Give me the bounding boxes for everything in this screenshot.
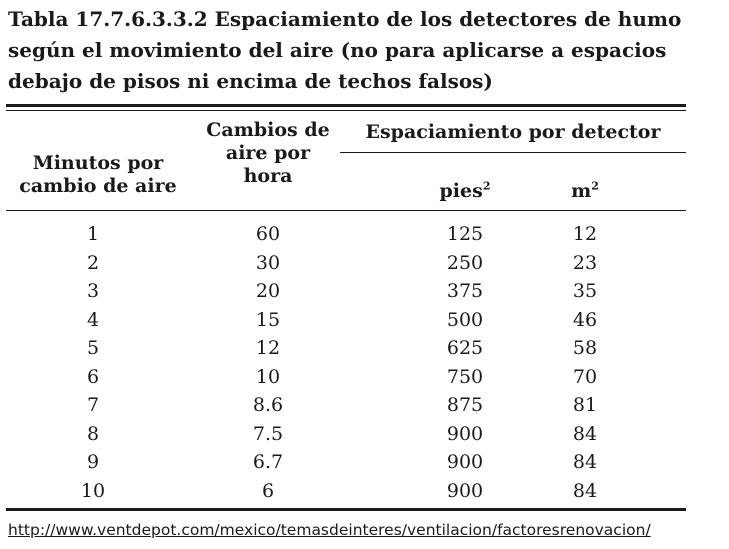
cell-minutes: 3: [86, 280, 100, 302]
cell-air-changes: 6.7: [252, 451, 284, 473]
table-row: 7 8.6 875 81: [0, 391, 729, 420]
cell-air-changes: 10: [255, 365, 281, 388]
cell-air-changes: 30: [255, 251, 281, 274]
cell-spacing-ft2: 250: [446, 251, 484, 274]
cell-air-changes: 15: [255, 308, 281, 331]
table-bottom-rule: [6, 508, 686, 511]
table-row: 6 10 750 70: [0, 363, 729, 392]
table-row: 9 6.7 900 84: [0, 448, 729, 477]
header-meter-exponent: 2: [591, 179, 599, 193]
source-link[interactable]: http://www.ventdepot.com/mexico/temasdei…: [8, 521, 651, 539]
cell-minutes: 6: [86, 365, 100, 388]
cell-minutes: 8: [86, 422, 100, 445]
cell-air-changes: 12: [255, 337, 281, 359]
cell-spacing-ft2: 900: [446, 422, 484, 445]
table-row: 3 20 375 35: [0, 277, 729, 306]
cell-minutes: 7: [86, 394, 100, 416]
cell-air-changes: 7.5: [252, 422, 284, 445]
table-body: 1 60 125 12 2 30 250 23 3 20 375 35 4 15…: [0, 220, 729, 505]
table-row: 5 12 625 58: [0, 334, 729, 363]
table-row: 10 6 900 84: [0, 477, 729, 506]
cell-spacing-ft2: 625: [446, 337, 484, 359]
cell-minutes: 2: [86, 251, 100, 274]
cell-spacing-ft2: 900: [446, 479, 484, 502]
cell-minutes: 4: [86, 308, 100, 331]
cell-spacing-m2: 84: [572, 422, 598, 445]
cell-minutes: 5: [86, 337, 100, 359]
header-changes-line3: hora: [243, 165, 293, 187]
cell-spacing-m2: 23: [572, 251, 598, 274]
table-row: 8 7.5 900 84: [0, 420, 729, 449]
header-bottom-rule: [6, 210, 686, 211]
table-row: 4 15 500 46: [0, 306, 729, 335]
table-top-rule-thin: [6, 110, 686, 111]
header-changes-line1: Cambios de: [206, 119, 330, 141]
cell-spacing-m2: 12: [572, 223, 598, 245]
table-top-rule: [6, 104, 686, 107]
table-title: Tabla 17.7.6.3.3.2 Espaciamiento de los …: [8, 7, 682, 93]
cell-spacing-m2: 46: [572, 308, 598, 331]
table-row: 2 30 250 23: [0, 249, 729, 278]
cell-spacing-m2: 58: [572, 337, 598, 359]
cell-spacing-m2: 84: [572, 479, 598, 502]
header-square-meters: m2: [520, 180, 650, 203]
cell-spacing-m2: 81: [572, 394, 598, 416]
cell-minutes: 9: [86, 451, 100, 473]
header-feet-unit: pies: [439, 180, 483, 202]
header-square-feet: pies2: [390, 180, 540, 203]
cell-minutes: 10: [80, 479, 106, 502]
header-changes-line2: aire por: [225, 142, 311, 164]
cell-spacing-ft2: 750: [446, 365, 484, 388]
header-feet-exponent: 2: [482, 179, 491, 193]
cell-spacing-m2: 35: [572, 280, 598, 302]
cell-minutes: 1: [86, 223, 100, 245]
cell-spacing-ft2: 900: [446, 451, 484, 473]
header-spacing-rule: [340, 152, 686, 153]
header-minutes-line1: Minutos por: [32, 152, 164, 174]
cell-air-changes: 8.6: [252, 394, 284, 416]
cell-spacing-ft2: 500: [446, 308, 484, 331]
cell-air-changes: 6: [261, 479, 275, 502]
cell-air-changes: 60: [255, 223, 281, 245]
header-minutes-per-change: Minutos por cambio de aire: [10, 152, 186, 198]
cell-spacing-ft2: 375: [446, 280, 484, 302]
header-spacing-per-detector: Espaciamiento por detector: [365, 121, 661, 143]
cell-spacing-ft2: 125: [446, 223, 484, 245]
header-meter-unit: m: [571, 180, 592, 202]
cell-spacing-m2: 70: [572, 365, 598, 388]
header-minutes-line2: cambio de aire: [19, 175, 177, 197]
cell-air-changes: 20: [255, 280, 281, 302]
table-row: 1 60 125 12: [0, 220, 729, 249]
cell-spacing-ft2: 875: [446, 394, 484, 416]
header-air-changes-per-hour: Cambios de aire por hora: [198, 119, 338, 188]
cell-spacing-m2: 84: [572, 451, 598, 473]
